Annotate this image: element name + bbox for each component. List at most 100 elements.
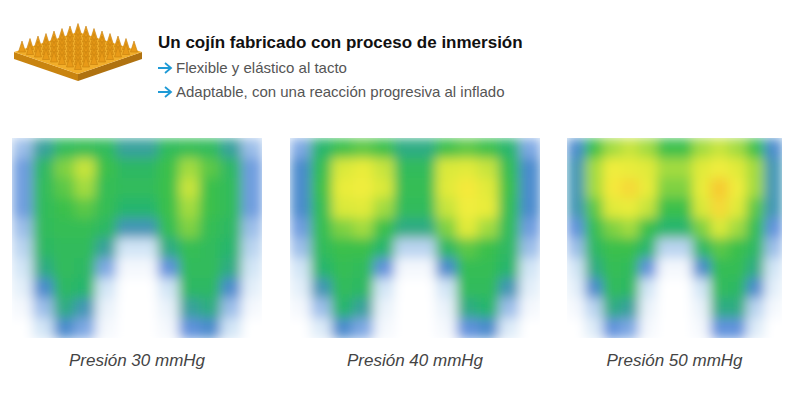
heat-cell: [692, 218, 711, 239]
heat-cell: [54, 278, 76, 299]
heat-cell: [764, 258, 782, 279]
heat-cell: [290, 198, 312, 219]
cushion-bump: [19, 41, 26, 52]
cushion-bump: [75, 59, 82, 70]
heat-cell: [710, 138, 729, 159]
heat-cell: [764, 138, 782, 159]
heat-cell: [394, 158, 416, 179]
heat-cell: [158, 138, 180, 159]
heatmap-panel: Presión 50 mmHg: [567, 138, 783, 370]
heat-cell: [675, 318, 694, 338]
heat-cell: [585, 198, 604, 219]
heat-cell: [457, 218, 479, 239]
heat-cell: [54, 238, 76, 259]
heat-cell: [290, 138, 312, 159]
heat-cell: [639, 218, 658, 239]
heat-cell: [373, 298, 395, 319]
heat-cell: [457, 258, 479, 279]
heat-cell: [12, 258, 34, 279]
heat-cell: [746, 158, 765, 179]
heat-cell: [478, 138, 500, 159]
heat-cell: [290, 158, 312, 179]
heat-cell: [158, 258, 180, 279]
heat-cell: [12, 298, 34, 319]
heat-cell: [33, 298, 55, 319]
heat-cell: [33, 218, 55, 239]
heat-cell: [353, 238, 375, 259]
heat-cell: [657, 178, 676, 199]
heat-cell: [332, 218, 354, 239]
heat-cell: [457, 318, 479, 338]
heat-cell: [241, 218, 262, 239]
heat-cell: [290, 218, 312, 239]
heat-cell: [75, 278, 97, 299]
heat-cell: [332, 298, 354, 319]
heat-cell: [728, 258, 747, 279]
cushion-top: [14, 32, 142, 74]
heat-cell: [498, 258, 520, 279]
heat-cell: [675, 238, 694, 259]
heat-cell: [373, 318, 395, 338]
heat-cell: [746, 318, 765, 338]
heat-cell: [621, 298, 640, 319]
heat-cell: [519, 238, 540, 259]
heat-cell: [220, 258, 242, 279]
heat-cell: [116, 258, 138, 279]
heat-cell: [603, 258, 622, 279]
heat-cell: [764, 158, 782, 179]
heat-cell: [603, 198, 622, 219]
heat-cell: [373, 138, 395, 159]
heat-cell: [290, 318, 312, 338]
heat-cell: [332, 238, 354, 259]
heat-cell: [54, 258, 76, 279]
heat-cell: [675, 278, 694, 299]
heat-cell: [311, 138, 333, 159]
heat-cells: [290, 138, 540, 338]
heat-cell: [220, 138, 242, 159]
heat-cell: [220, 298, 242, 319]
bullet-arrow: [158, 63, 171, 73]
heat-cell: [639, 238, 658, 259]
heat-cell: [33, 158, 55, 179]
heat-cell: [603, 178, 622, 199]
heatmap-panel: Presión 30 mmHg: [12, 138, 263, 370]
heat-cell: [179, 318, 201, 338]
heat-cell: [241, 138, 262, 159]
heat-cell: [436, 158, 458, 179]
heat-cell: [457, 238, 479, 259]
heat-cell: [639, 258, 658, 279]
heat-cell: [621, 138, 640, 159]
heat-cell: [75, 258, 97, 279]
heat-cells: [12, 138, 262, 338]
heat-cell: [746, 258, 765, 279]
heat-cell: [116, 278, 138, 299]
heat-cell: [498, 298, 520, 319]
heat-cell: [519, 258, 540, 279]
heat-cell: [353, 318, 375, 338]
heat-cell: [498, 318, 520, 338]
heat-cell: [675, 158, 694, 179]
heat-cell: [621, 178, 640, 199]
heat-cell: [353, 138, 375, 159]
heat-cell: [692, 258, 711, 279]
heat-cell: [764, 298, 782, 319]
heat-cell: [373, 158, 395, 179]
heat-cell: [200, 298, 222, 319]
cushion-icon: [14, 24, 142, 82]
heat-cell: [116, 218, 138, 239]
heat-cell: [498, 238, 520, 259]
heat-cell: [220, 278, 242, 299]
heat-cell: [241, 178, 262, 199]
heat-cell: [241, 298, 262, 319]
heat-cell: [311, 158, 333, 179]
heat-cell: [728, 278, 747, 299]
heat-cell: [311, 178, 333, 199]
heat-cell: [728, 198, 747, 219]
heat-cell: [353, 218, 375, 239]
panel-caption: Presión 50 mmHg: [606, 351, 743, 370]
heat-cell: [710, 198, 729, 219]
heat-cell: [585, 138, 604, 159]
heat-cell: [54, 178, 76, 199]
heat-cell: [241, 198, 262, 219]
heat-cell: [436, 138, 458, 159]
